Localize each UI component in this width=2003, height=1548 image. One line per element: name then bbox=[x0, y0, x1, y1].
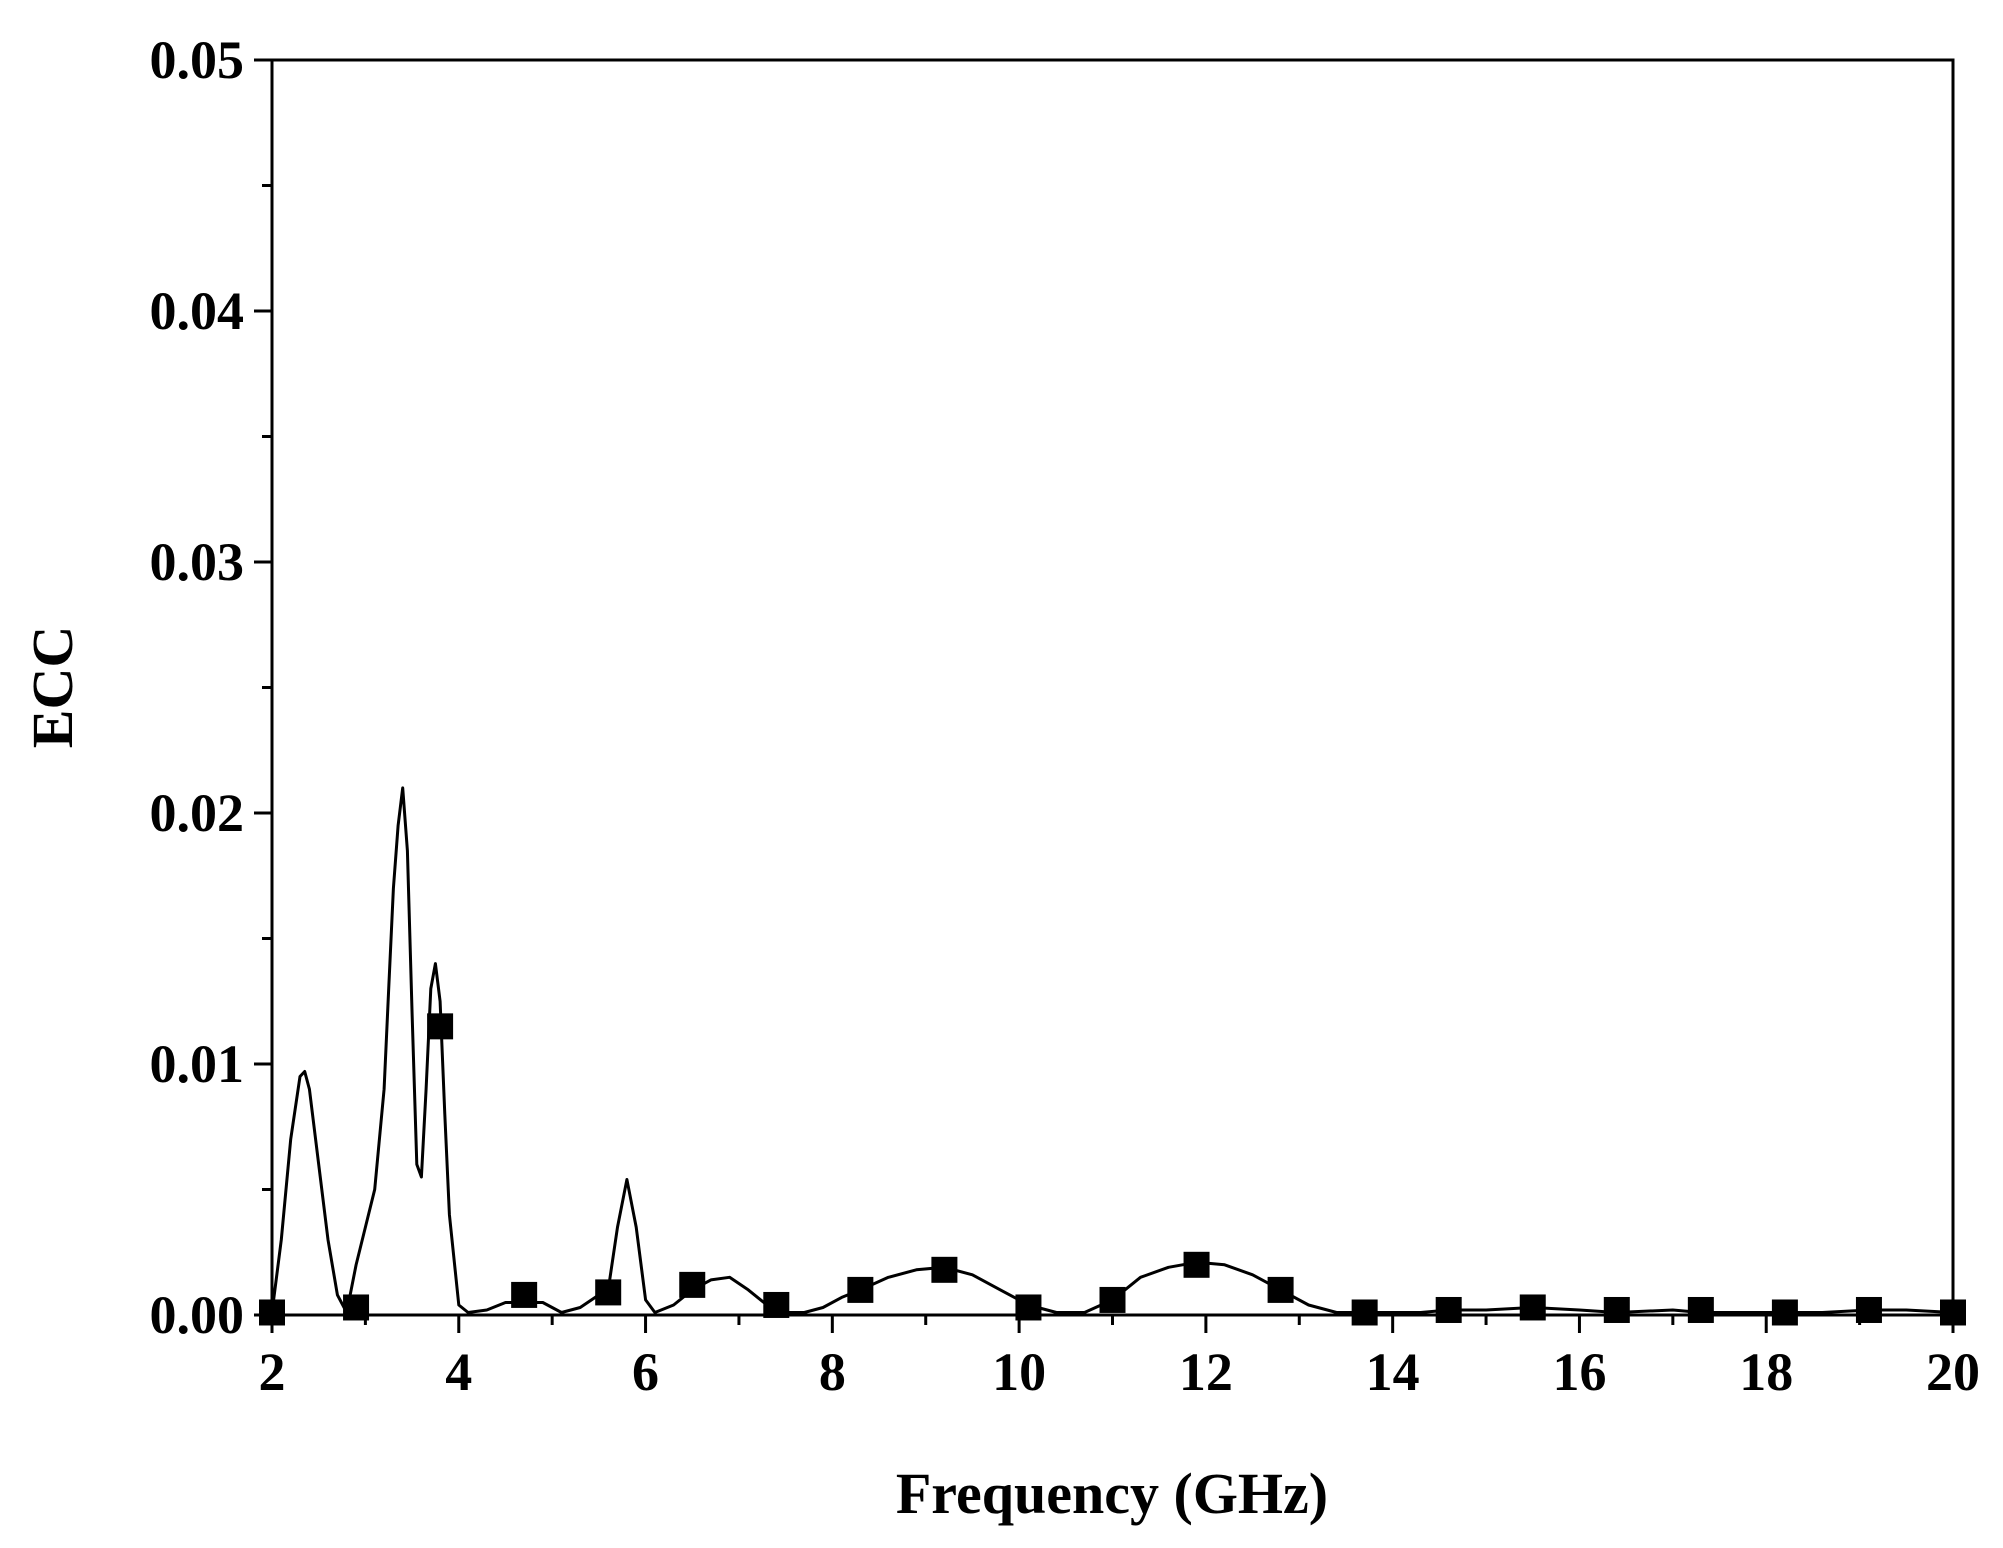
data-point-marker bbox=[1519, 1294, 1546, 1321]
data-point-marker bbox=[1855, 1296, 1882, 1323]
y-axis-title: ECC bbox=[20, 626, 85, 748]
ecc-series bbox=[270, 786, 1954, 1314]
data-point-marker bbox=[1435, 1296, 1462, 1323]
x-axis-title: Frequency (GHz) bbox=[896, 1461, 1328, 1526]
y-tick-label: 0.01 bbox=[150, 1034, 245, 1094]
plot-area-frame bbox=[270, 58, 1955, 1317]
x-tick-label: 16 bbox=[1552, 1342, 1606, 1402]
x-tick-label: 6 bbox=[632, 1342, 659, 1402]
data-point-marker bbox=[1771, 1299, 1798, 1326]
data-point-marker bbox=[1099, 1286, 1126, 1313]
y-tick-label: 0.00 bbox=[150, 1285, 245, 1345]
y-tick-label: 0.05 bbox=[150, 30, 245, 90]
x-tick-label: 18 bbox=[1739, 1342, 1793, 1402]
ecc-line bbox=[270, 786, 1954, 1314]
data-point-marker bbox=[847, 1276, 874, 1303]
data-point-marker bbox=[1940, 1299, 1966, 1326]
x-tick-label: 4 bbox=[445, 1342, 472, 1402]
x-tick-label: 8 bbox=[819, 1342, 846, 1402]
data-point-marker bbox=[259, 1299, 285, 1326]
x-tick-label: 10 bbox=[992, 1342, 1046, 1402]
x-tick-label: 20 bbox=[1926, 1342, 1980, 1402]
data-point-marker bbox=[343, 1294, 370, 1321]
data-point-marker bbox=[1015, 1294, 1042, 1321]
ecc-markers bbox=[259, 1013, 1966, 1326]
data-point-marker bbox=[1183, 1251, 1210, 1278]
data-point-marker bbox=[427, 1013, 454, 1040]
x-axis-tick-labels: 2 4 6 8 10 12 14 16 18 20 bbox=[259, 1342, 1981, 1402]
data-point-marker bbox=[595, 1279, 622, 1306]
data-point-marker bbox=[1351, 1299, 1378, 1326]
data-point-marker bbox=[1603, 1296, 1630, 1323]
data-point-marker bbox=[763, 1291, 790, 1318]
x-tick-label: 2 bbox=[259, 1342, 286, 1402]
x-tick-label: 14 bbox=[1366, 1342, 1420, 1402]
data-point-marker bbox=[679, 1271, 706, 1298]
y-tick-label: 0.03 bbox=[150, 532, 245, 592]
y-axis-ticks bbox=[254, 58, 272, 1317]
data-point-marker bbox=[1687, 1296, 1714, 1323]
data-point-marker bbox=[511, 1281, 538, 1308]
data-point-marker bbox=[1267, 1276, 1294, 1303]
y-tick-label: 0.04 bbox=[150, 281, 245, 341]
data-point-marker bbox=[931, 1256, 958, 1283]
y-tick-label: 0.02 bbox=[150, 783, 245, 843]
y-axis-tick-labels: 0.00 0.01 0.02 0.03 0.04 0.05 bbox=[150, 30, 245, 1345]
x-tick-label: 12 bbox=[1179, 1342, 1233, 1402]
